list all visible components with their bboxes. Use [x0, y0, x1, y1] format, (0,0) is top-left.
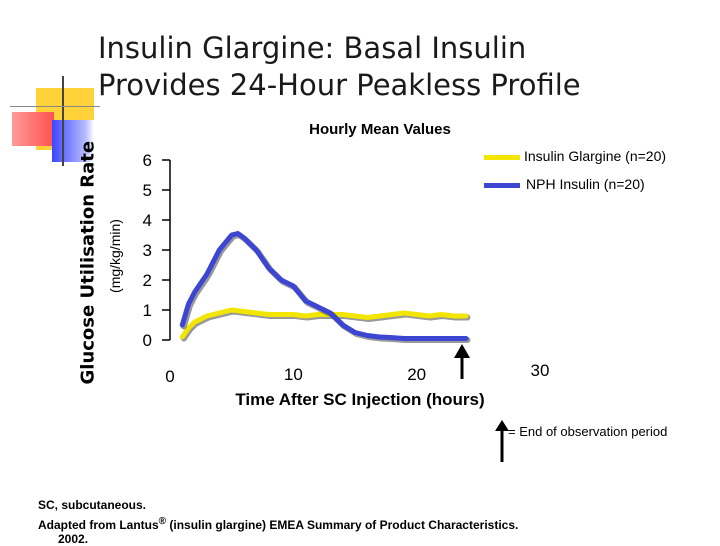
slide-title-line2: Provides 24-Hour Peakless Profile — [98, 68, 581, 102]
y-tick-label-4: 4 — [143, 211, 152, 230]
legend-swatch-nph — [484, 182, 520, 188]
x-tick-label-20: 20 — [407, 365, 426, 384]
end-of-observation-note: = End of observation period — [494, 424, 667, 439]
x-axis-label: Time After SC Injection (hours) — [235, 390, 485, 409]
slide-title-line1: Insulin Glargine: Basal Insulin — [98, 31, 527, 65]
legend-label-glargine: Insulin Glargine (n=20) — [524, 148, 667, 164]
footnote-source-pre: Adapted from Lantus — [38, 518, 159, 532]
x-tick-label-10: 10 — [284, 365, 303, 384]
legend-swatch-glargine — [484, 154, 520, 160]
y-tick-label-1: 1 — [143, 301, 152, 320]
y-tick-label-2: 2 — [143, 271, 152, 290]
y-tick-label-0: 0 — [143, 331, 152, 350]
footnote-abbreviation: SC, subcutaneous. — [38, 498, 147, 512]
deco-blue-square — [52, 120, 94, 162]
end-of-observation-text: = End of observation period — [508, 424, 668, 439]
legend-item-glargine: Insulin Glargine (n=20) — [484, 148, 666, 164]
end-of-observation-arrow-head-icon — [454, 344, 470, 358]
footnote-year: 2002. — [58, 532, 89, 546]
x-tick-label-0: 0 — [165, 367, 174, 386]
y-tick-label-5: 5 — [143, 181, 152, 200]
y-tick-label-3: 3 — [143, 241, 152, 260]
series-line-nph — [179, 231, 469, 341]
end-of-observation-legend-arrow-icon — [495, 420, 509, 462]
series-line-glargine — [179, 307, 469, 340]
x-tick-label-30: 30 — [531, 361, 550, 380]
slide-title: Insulin Glargine: Basal Insulin Provides… — [98, 30, 658, 104]
chart-title: Hourly Mean Values — [309, 121, 451, 138]
end-of-observation-arrow-stem-icon — [460, 357, 464, 379]
y-tick-label-6: 6 — [143, 151, 152, 170]
series-shadow-1 — [180, 232, 471, 343]
footnote-source-post: (insulin glargine) EMEA Summary of Produ… — [166, 518, 519, 532]
footnote-source-registered: ® — [158, 516, 167, 527]
legend-label-nph: NPH Insulin (n=20) — [526, 176, 645, 192]
legend-item-nph: NPH Insulin (n=20) — [484, 176, 645, 192]
footnote-source: Adapted from Lantus® (insulin glargine) … — [38, 516, 518, 532]
deco-vertical-rule — [62, 76, 64, 166]
deco-horizontal-rule — [10, 106, 100, 107]
deco-red-square — [12, 112, 54, 146]
